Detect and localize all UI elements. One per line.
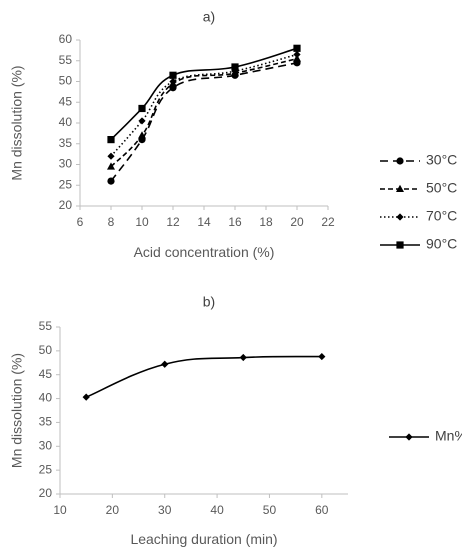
- a-y-tick-label: 60: [59, 32, 73, 46]
- b-y-axis-title: Mn dissolution (%): [9, 353, 25, 468]
- a-y-tick-label: 35: [59, 136, 73, 150]
- b-x-tick-label: 20: [106, 503, 120, 517]
- a-x-tick-label: 16: [228, 215, 242, 229]
- a-x-tick-label: 14: [197, 215, 211, 229]
- a-data-point: [107, 177, 115, 185]
- a-y-tick-label: 40: [59, 115, 73, 129]
- a-legend-label: 70°C: [426, 208, 457, 224]
- b-legend-label: Mn%: [435, 428, 462, 444]
- a-data-point: [107, 162, 115, 170]
- a-y-tick-label: 55: [59, 53, 73, 67]
- b-y-tick-label: 25: [39, 462, 53, 476]
- a-data-point: [138, 131, 146, 139]
- a-data-point: [231, 63, 239, 71]
- b-y-tick-label: 50: [39, 343, 53, 357]
- b-y-tick-label: 40: [39, 391, 53, 405]
- b-x-tick-label: 40: [210, 503, 224, 517]
- a-series-1: [107, 54, 301, 170]
- a-y-tick-label: 25: [59, 177, 73, 191]
- a-series-0: [107, 59, 301, 185]
- a-legend-marker: [396, 157, 404, 165]
- b-data-point: [82, 393, 90, 401]
- a-x-tick-label: 10: [135, 215, 149, 229]
- a-data-point: [107, 136, 115, 144]
- b-legend-item: [389, 433, 429, 441]
- a-legend-label: 30°C: [426, 152, 457, 168]
- a-data-point: [293, 50, 301, 59]
- a-legend-item: [380, 157, 420, 165]
- b-y-tick-label: 55: [39, 319, 53, 333]
- b-data-point: [318, 352, 326, 361]
- b-x-tick-label: 30: [158, 503, 172, 517]
- b-panel-title: b): [203, 294, 215, 310]
- a-data-point: [293, 44, 301, 52]
- a-legend-item: [380, 241, 420, 249]
- a-y-tick-label: 20: [59, 198, 73, 212]
- b-y-tick-label: 20: [39, 486, 53, 500]
- a-legend-label: 50°C: [426, 180, 457, 196]
- a-series-line: [110, 62, 298, 182]
- b-series-0: [82, 352, 326, 401]
- a-data-point: [231, 67, 239, 75]
- b-y-tick-label: 45: [39, 367, 53, 381]
- a-panel-title: a): [203, 9, 215, 25]
- b-series-line: [85, 355, 322, 398]
- a-data-point: [169, 77, 177, 86]
- b-x-tick-label: 60: [315, 503, 329, 517]
- a-y-tick-label: 50: [59, 74, 73, 88]
- a-legend-marker: [396, 213, 404, 221]
- a-y-tick-label: 30: [59, 157, 73, 171]
- b-x-tick-label: 50: [263, 503, 277, 517]
- a-series-3: [107, 44, 301, 144]
- b-y-tick-label: 35: [39, 415, 53, 429]
- a-legend-item: [380, 213, 420, 221]
- a-x-tick-label: 8: [108, 215, 115, 229]
- a-x-tick-label: 12: [166, 215, 180, 229]
- a-data-point: [138, 104, 146, 113]
- a-x-tick-label: 18: [259, 215, 273, 229]
- b-x-tick-label: 10: [53, 503, 67, 517]
- a-y-axis-title: Mn dissolution (%): [9, 65, 25, 180]
- a-data-point: [169, 71, 177, 79]
- a-x-tick-label: 22: [321, 215, 335, 229]
- a-legend-item: [380, 184, 420, 192]
- a-series-2: [107, 50, 301, 160]
- a-y-tick-label: 45: [59, 94, 73, 108]
- a-series-line: [110, 53, 298, 157]
- a-data-point: [138, 117, 146, 125]
- b-data-point: [239, 353, 247, 362]
- b-x-axis-title: Leaching duration (min): [130, 531, 277, 547]
- a-legend-marker: [396, 241, 404, 249]
- b-legend-marker: [405, 433, 413, 441]
- a-legend-marker: [396, 184, 404, 192]
- a-x-tick-label: 20: [290, 215, 304, 229]
- a-x-tick-label: 6: [77, 215, 84, 229]
- a-data-point: [107, 152, 115, 160]
- b-y-tick-label: 30: [39, 438, 53, 452]
- b-data-point: [161, 360, 169, 368]
- a-x-axis-title: Acid concentration (%): [134, 244, 275, 260]
- a-legend-label: 90°C: [426, 236, 457, 252]
